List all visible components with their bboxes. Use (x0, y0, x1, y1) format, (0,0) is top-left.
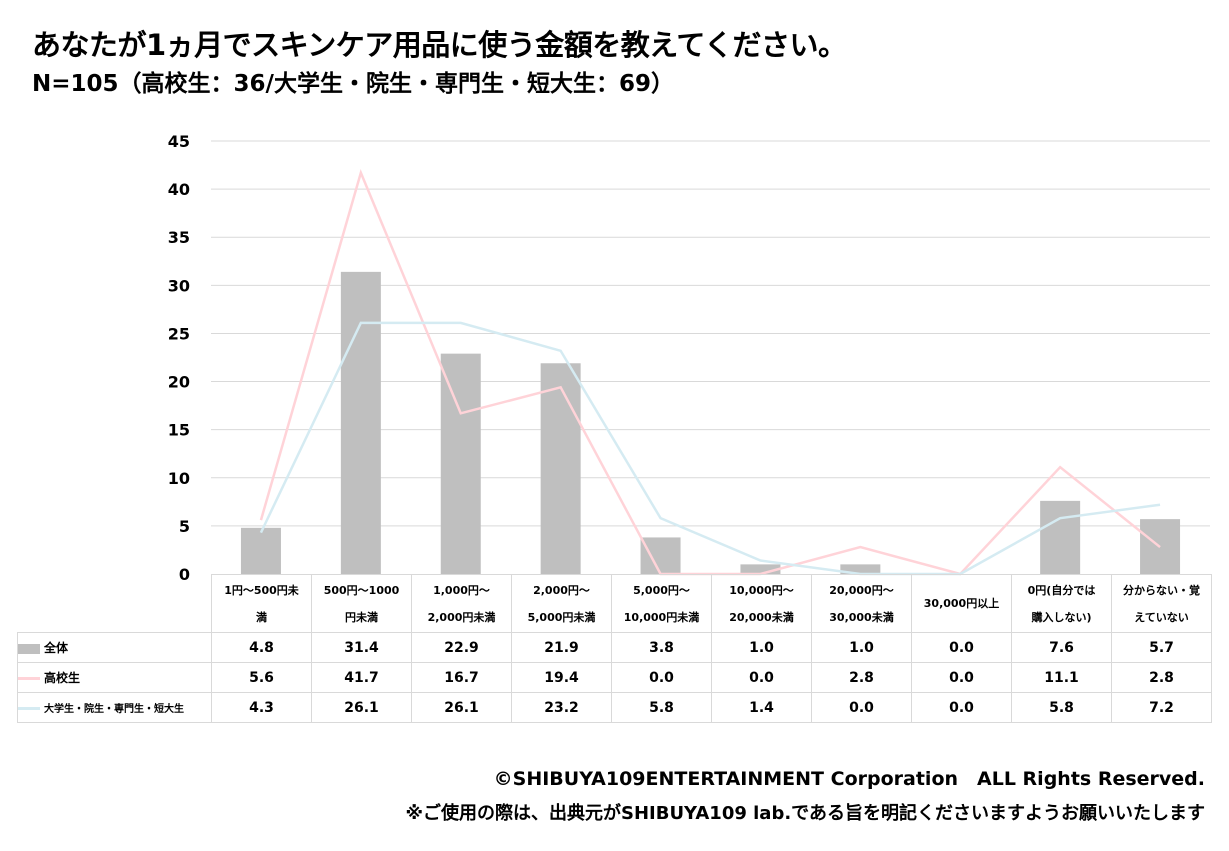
table-corner (17, 574, 212, 633)
value-cell: 5.8 (1011, 692, 1112, 723)
value-cell: 4.3 (211, 692, 312, 723)
category-label: 500円～1000 (323, 583, 400, 597)
value-cell: 2.8 (1111, 662, 1212, 693)
category-label: 5,000円未満 (527, 610, 596, 624)
bar (440, 353, 481, 574)
value-cell: 0.0 (911, 662, 1012, 693)
value-cell: 41.7 (311, 662, 412, 693)
copyright: ©SHIBUYA109ENTERTAINMENT Corporation ALL… (493, 768, 1205, 790)
category-label: 20,000未満 (729, 610, 794, 624)
value-cell: 5.6 (211, 662, 312, 693)
category-label: 2,000円～ (533, 583, 590, 597)
category-label: 分からない・覚 (1123, 583, 1200, 597)
value-cell: 7.2 (1111, 692, 1212, 723)
category-label: 0円(自分では (1027, 583, 1096, 597)
value-cell: 1.0 (711, 632, 812, 663)
value-cell: 26.1 (411, 692, 512, 723)
legend-label: 大学生・院生・専門生・短大生 (44, 704, 184, 715)
value-cell: 1.4 (711, 692, 812, 723)
legend-label: 全体 (44, 641, 69, 655)
bar (640, 537, 681, 574)
category-label: 10,000円～ (729, 583, 794, 597)
usage-note: ※ご使用の際は、出典元がSHIBUYA109 lab.である旨を明記くださいます… (405, 803, 1206, 824)
y-tick-label: 40 (168, 180, 190, 199)
y-tick-label: 30 (168, 276, 190, 295)
value-cell: 3.8 (611, 632, 712, 663)
bar (840, 564, 881, 574)
category-header: 1円～500円未満 (211, 574, 312, 633)
chart-title: あなたが1ヵ月でスキンケア用品に使う金額を教えてください。 (32, 28, 847, 62)
value-cell: 4.8 (211, 632, 312, 663)
value-cell: 0.0 (911, 692, 1012, 723)
y-tick-label: 25 (168, 324, 190, 343)
table-row: 全体 4.8 31.4 22.9 21.9 3.8 1.0 1.0 0.0 7.6 5.7 (17, 632, 1212, 663)
category-label: 5,000円～ (633, 583, 690, 597)
value-cell: 21.9 (511, 632, 612, 663)
category-header: 500円～1000 円未満 (311, 574, 412, 633)
category-label: えていない (1134, 610, 1189, 624)
category-header: 1,000円～ 2,000円未満 (411, 574, 512, 633)
y-tick-label: 35 (168, 228, 190, 247)
category-header: 20,000円～ 30,000未満 (811, 574, 912, 633)
category-label: 購入しない) (1031, 610, 1092, 624)
data-table: 1円～500円未満 500円～1000 円未満 1,000円～ 2,000円未満 2,00… (17, 574, 1212, 723)
category-header: 分からない・覚 えていない (1111, 574, 1212, 633)
value-cell: 1.0 (811, 632, 912, 663)
value-cell: 19.4 (511, 662, 612, 693)
value-cell: 26.1 (311, 692, 412, 723)
series-label: 全体 (17, 632, 212, 663)
category-label: 10,000円未満 (623, 610, 700, 624)
series-line (259, 321, 1161, 576)
y-tick-label: 15 (168, 421, 190, 440)
category-label: 1円～500円未 (224, 583, 299, 597)
category-header: 0円(自分では 購入しない) (1011, 574, 1112, 633)
bar (740, 564, 781, 574)
series-line (259, 168, 1161, 576)
category-header: 2,000円～ 5,000円未満 (511, 574, 612, 633)
category-label: 円未満 (345, 610, 378, 624)
category-header: 30,000円以上 (911, 574, 1012, 633)
y-tick-label: 20 (168, 373, 190, 392)
value-cell: 5.8 (611, 692, 712, 723)
chart-subtitle: N=105（高校生：36/大学生・院生・専門生・短大生：69） (32, 71, 674, 97)
y-tick-label: 10 (168, 469, 190, 488)
bar (540, 363, 581, 574)
value-cell: 23.2 (511, 692, 612, 723)
value-cell: 31.4 (311, 632, 412, 663)
category-header: 10,000円～ 20,000未満 (711, 574, 812, 633)
legend-swatch-bar (18, 643, 40, 654)
y-tick-label: 45 (168, 132, 190, 151)
category-label: 2,000円未満 (427, 610, 496, 624)
bar (240, 527, 281, 574)
y-tick-label: 5 (179, 517, 190, 536)
value-cell: 22.9 (411, 632, 512, 663)
category-header: 5,000円～ 10,000円未満 (611, 574, 712, 633)
table-row: 高校生 5.6 41.7 16.7 19.4 0.0 0.0 2.8 0.0 11.1 2.8 (17, 662, 1212, 693)
series-label: 大学生・院生・専門生・短大生 (17, 692, 212, 723)
value-cell: 2.8 (811, 662, 912, 693)
value-cell: 0.0 (911, 632, 1012, 663)
legend-swatch-line (18, 677, 40, 680)
legend-swatch-line (18, 707, 40, 710)
category-label: 20,000円～ (829, 583, 894, 597)
category-label: 30,000円以上 (923, 597, 1000, 610)
value-cell: 16.7 (411, 662, 512, 693)
value-cell: 5.7 (1111, 632, 1212, 663)
value-cell: 0.0 (711, 662, 812, 693)
value-cell: 7.6 (1011, 632, 1112, 663)
category-label: 満 (256, 610, 267, 624)
bar (1040, 500, 1081, 574)
value-cell: 11.1 (1011, 662, 1112, 693)
value-cell: 0.0 (811, 692, 912, 723)
legend-label: 高校生 (44, 671, 81, 685)
table-row: 大学生・院生・専門生・短大生 4.3 26.1 26.1 23.2 5.8 1.4 0.0 0.… (17, 692, 1212, 723)
value-cell: 0.0 (611, 662, 712, 693)
category-label: 30,000未満 (829, 610, 894, 624)
series-label: 高校生 (17, 662, 212, 693)
category-label: 1,000円～ (433, 583, 490, 597)
bar (340, 271, 381, 574)
